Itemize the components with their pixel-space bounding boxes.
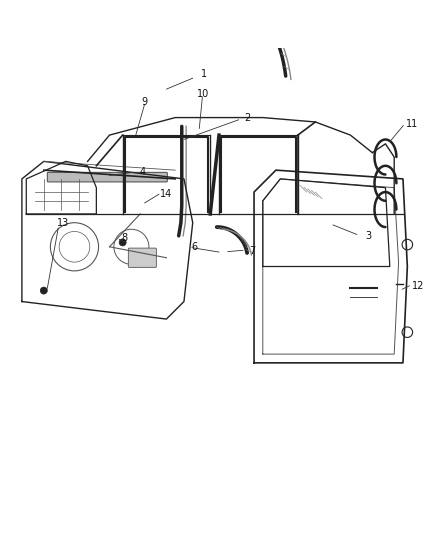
Text: 14: 14 [160, 189, 173, 199]
Text: 3: 3 [365, 231, 371, 241]
Text: 4: 4 [139, 167, 145, 177]
Text: 11: 11 [406, 119, 418, 129]
Text: 7: 7 [249, 246, 255, 256]
Text: 12: 12 [412, 281, 424, 291]
FancyBboxPatch shape [47, 172, 167, 182]
Circle shape [119, 239, 126, 246]
Text: 13: 13 [57, 217, 70, 228]
Text: 9: 9 [141, 97, 148, 107]
Text: 2: 2 [244, 112, 251, 123]
Text: 8: 8 [122, 233, 128, 243]
Text: 6: 6 [192, 242, 198, 252]
Text: 1: 1 [201, 69, 207, 79]
Text: 10: 10 [197, 90, 209, 99]
FancyBboxPatch shape [128, 248, 156, 268]
Circle shape [40, 287, 47, 294]
